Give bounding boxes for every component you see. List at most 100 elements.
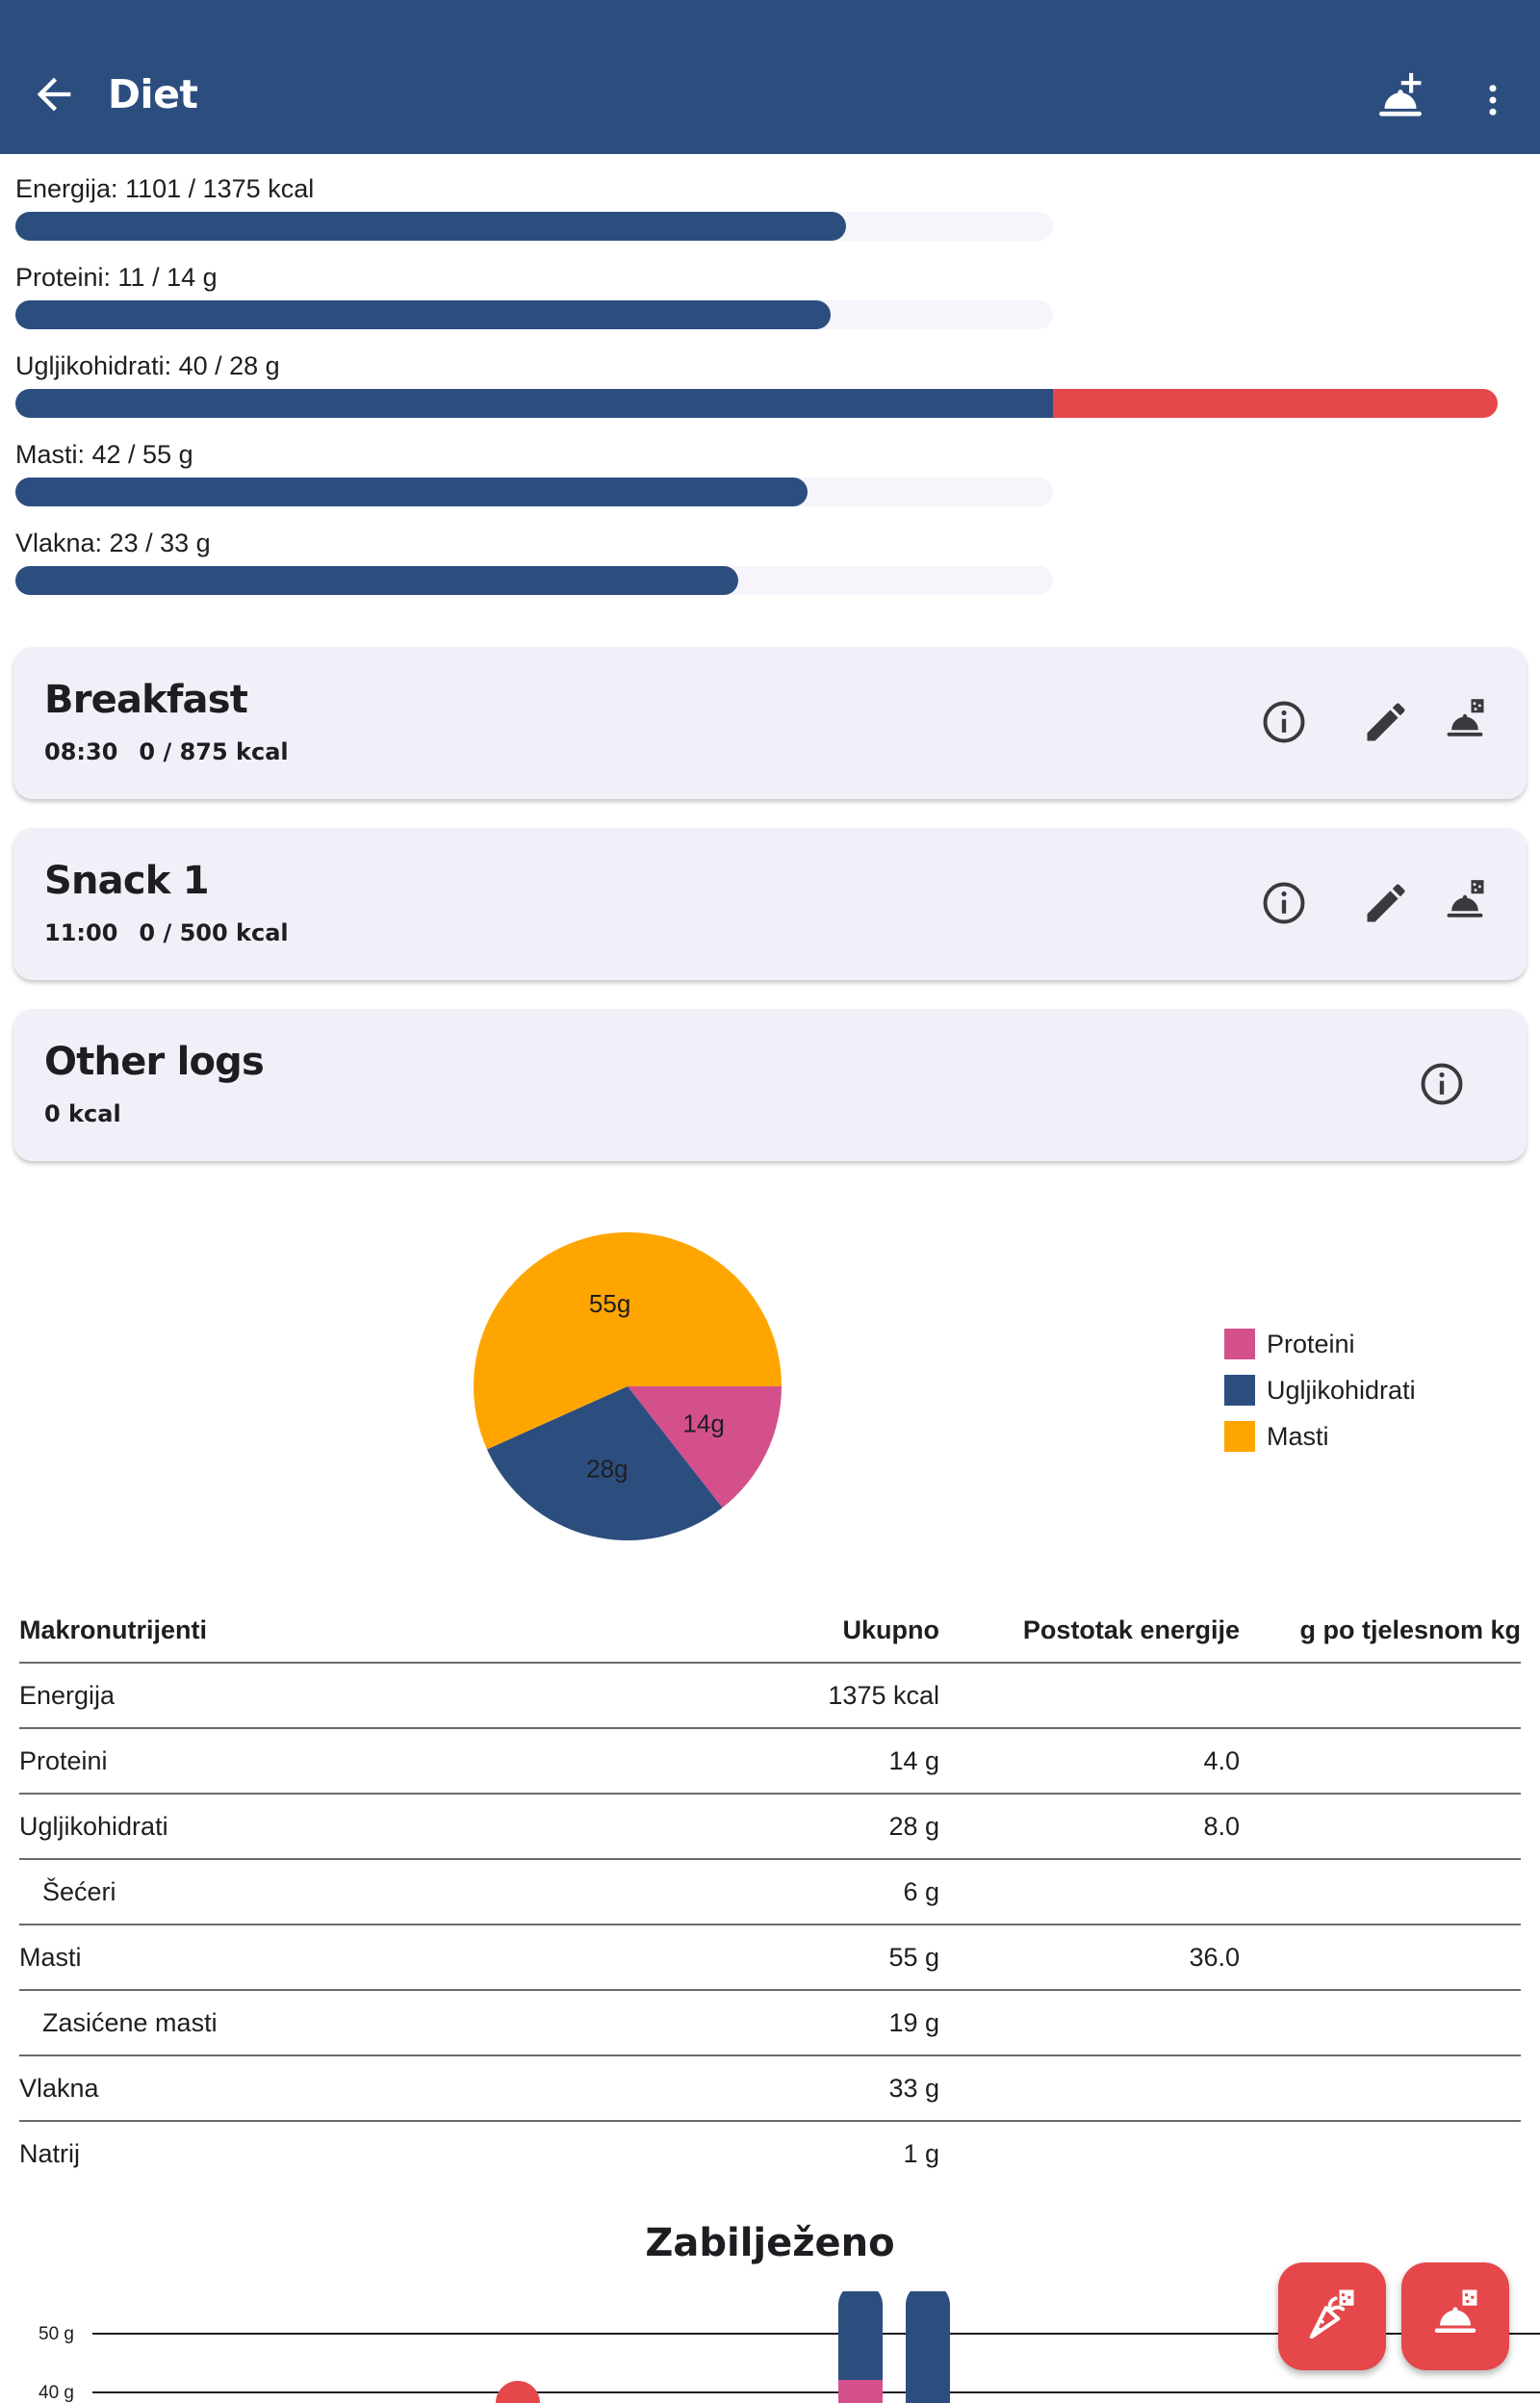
progress-fill: [15, 389, 1053, 418]
legend-swatch: [1224, 1375, 1255, 1406]
table-row: Vlakna 33 g: [19, 2056, 1521, 2122]
nutrient-name: Proteini: [19, 1746, 108, 1775]
nutrient-total: 6 g: [903, 1877, 939, 1906]
meal-name: Breakfast: [44, 678, 248, 722]
table-row: Zasićene masti 19 g: [19, 1991, 1521, 2056]
pie-legend: Proteini Ugljikohidrati Masti: [1224, 1321, 1416, 1460]
column-header: Postotak energije: [1022, 1615, 1240, 1644]
goal-carbs: Ugljikohidrati: 40 / 28 g: [15, 347, 1525, 435]
column-header: Makronutrijenti: [19, 1615, 208, 1644]
progress-fill: [15, 478, 808, 506]
goal-label: Masti: 42 / 55 g: [15, 440, 193, 469]
meal-kcal: 0 / 500 kcal: [139, 919, 289, 946]
y-tick-label: 50 g: [38, 2324, 74, 2344]
nutrient-energy-percent: 4.0: [1203, 1746, 1240, 1775]
meal-kcal: 0 kcal: [44, 1100, 121, 1127]
table-row: Proteini 14 g 4.0: [19, 1729, 1521, 1795]
pie-slice-carbs: [486, 1386, 723, 1540]
progress-fill: [15, 566, 739, 595]
log-food-icon: [1309, 2289, 1354, 2339]
nutrient-total: 14 g: [888, 1746, 939, 1775]
goal-fiber: Vlakna: 23 / 33 g: [15, 524, 1525, 612]
nutrient-name: Šećeri: [42, 1877, 116, 1906]
macronutrient-table: Makronutrijenti Ukupno Postotak energije…: [19, 1598, 1521, 2187]
chart-bar-segment: [838, 2380, 883, 2403]
legend-label: Ugljikohidrati: [1267, 1375, 1416, 1405]
other-logs-card[interactable]: Other logs 0 kcal: [13, 1009, 1527, 1161]
log-meal-icon: [1434, 2289, 1477, 2333]
progress-fill: [15, 300, 831, 329]
meal-meta: 08:30 0 / 875 kcal: [44, 736, 289, 768]
nutrient-total: 1 g: [903, 2139, 939, 2168]
pie-slice-protein: [628, 1386, 782, 1509]
legend-label: Proteini: [1267, 1329, 1355, 1358]
arrow-back-icon[interactable]: [29, 69, 79, 119]
goal-label: Energija: 1101 / 1375 kcal: [15, 174, 315, 203]
column-header: Ukupno: [842, 1615, 940, 1644]
app-bar: Diet: [0, 0, 1540, 154]
goal-label: Vlakna: 23 / 33 g: [15, 529, 211, 557]
nutrient-name: Ugljikohidrati: [19, 1812, 168, 1841]
nutrient-total: 19 g: [888, 2008, 939, 2037]
legend-swatch: [1224, 1421, 1255, 1452]
log-meal-button[interactable]: [1401, 2262, 1509, 2370]
edit-icon[interactable]: [1361, 697, 1411, 747]
column-header: g po tjelesnom kg: [1299, 1615, 1521, 1644]
chart-point: [496, 2381, 540, 2403]
meal-time: 11:00: [44, 919, 118, 946]
legend-item: Proteini: [1224, 1321, 1416, 1367]
logged-chart-title: Zabilježeno: [645, 2221, 895, 2265]
chart-bar: [838, 2291, 883, 2403]
log-meal-icon[interactable]: [1440, 697, 1490, 747]
meal-card-breakfast[interactable]: Breakfast 08:30 0 / 875 kcal: [13, 647, 1527, 799]
more-vert-icon[interactable]: [1473, 75, 1513, 125]
edit-icon[interactable]: [1361, 878, 1411, 928]
goal-label: Proteini: 11 / 14 g: [15, 263, 218, 292]
legend-swatch: [1224, 1329, 1255, 1359]
progress-fill: [15, 212, 847, 241]
table-header: Makronutrijenti Ukupno Postotak energije…: [19, 1598, 1521, 1664]
nutrient-total: 33 g: [888, 2074, 939, 2103]
pie-slice-label: 28g: [586, 1454, 628, 1483]
goal-energy: Energija: 1101 / 1375 kcal: [15, 169, 1525, 258]
nutrient-total: 55 g: [888, 1943, 939, 1972]
logged-chart: 50 g 40 g: [38, 2291, 1540, 2403]
nutrient-name: Masti: [19, 1943, 82, 1972]
y-tick-label: 40 g: [38, 2383, 74, 2403]
table-row: Natrij 1 g: [19, 2122, 1521, 2187]
legend-item: Masti: [1224, 1413, 1416, 1460]
goal-label: Ugljikohidrati: 40 / 28 g: [15, 351, 280, 380]
meal-name: Snack 1: [44, 859, 210, 903]
nutrition-goals: Energija: 1101 / 1375 kcal Proteini: 11 …: [15, 169, 1525, 612]
meal-meta: 11:00 0 / 500 kcal: [44, 917, 289, 949]
meal-name: Other logs: [44, 1040, 265, 1084]
pie-slice-fat: [474, 1232, 782, 1450]
info-icon[interactable]: [1259, 878, 1309, 928]
nutrient-name: Natrij: [19, 2139, 81, 2168]
nutrient-energy-percent: 36.0: [1189, 1943, 1240, 1972]
pie-slice-label: 14g: [682, 1409, 724, 1438]
log-meal-icon[interactable]: [1440, 878, 1490, 928]
table-row: Masti 55 g 36.0: [19, 1925, 1521, 1991]
macro-pie-chart: 14g 28g 55g: [474, 1232, 782, 1540]
progress-over: [1053, 389, 1498, 418]
goal-fat: Masti: 42 / 55 g: [15, 435, 1525, 524]
nutrient-name: Zasićene masti: [42, 2008, 218, 2037]
nutrient-energy-percent: 8.0: [1203, 1812, 1240, 1841]
meal-card-snack-1[interactable]: Snack 1 11:00 0 / 500 kcal: [13, 828, 1527, 980]
info-icon[interactable]: [1259, 697, 1309, 747]
pie-slice-label: 55g: [589, 1289, 630, 1318]
table-row: Šećeri 6 g: [19, 1860, 1521, 1925]
nutrient-name: Vlakna: [19, 2074, 99, 2103]
nutrient-name: Energija: [19, 1681, 116, 1710]
legend-label: Masti: [1267, 1421, 1329, 1451]
table-row: Energija 1375 kcal: [19, 1664, 1521, 1729]
table-row: Ugljikohidrati 28 g 8.0: [19, 1795, 1521, 1860]
meal-time: 08:30: [44, 738, 118, 765]
info-icon[interactable]: [1417, 1059, 1467, 1109]
meal-kcal: 0 / 875 kcal: [139, 738, 289, 765]
add-meal-icon[interactable]: [1371, 69, 1430, 129]
legend-item: Ugljikohidrati: [1224, 1367, 1416, 1413]
log-food-button[interactable]: [1278, 2262, 1386, 2370]
nutrient-total: 28 g: [888, 1812, 939, 1841]
